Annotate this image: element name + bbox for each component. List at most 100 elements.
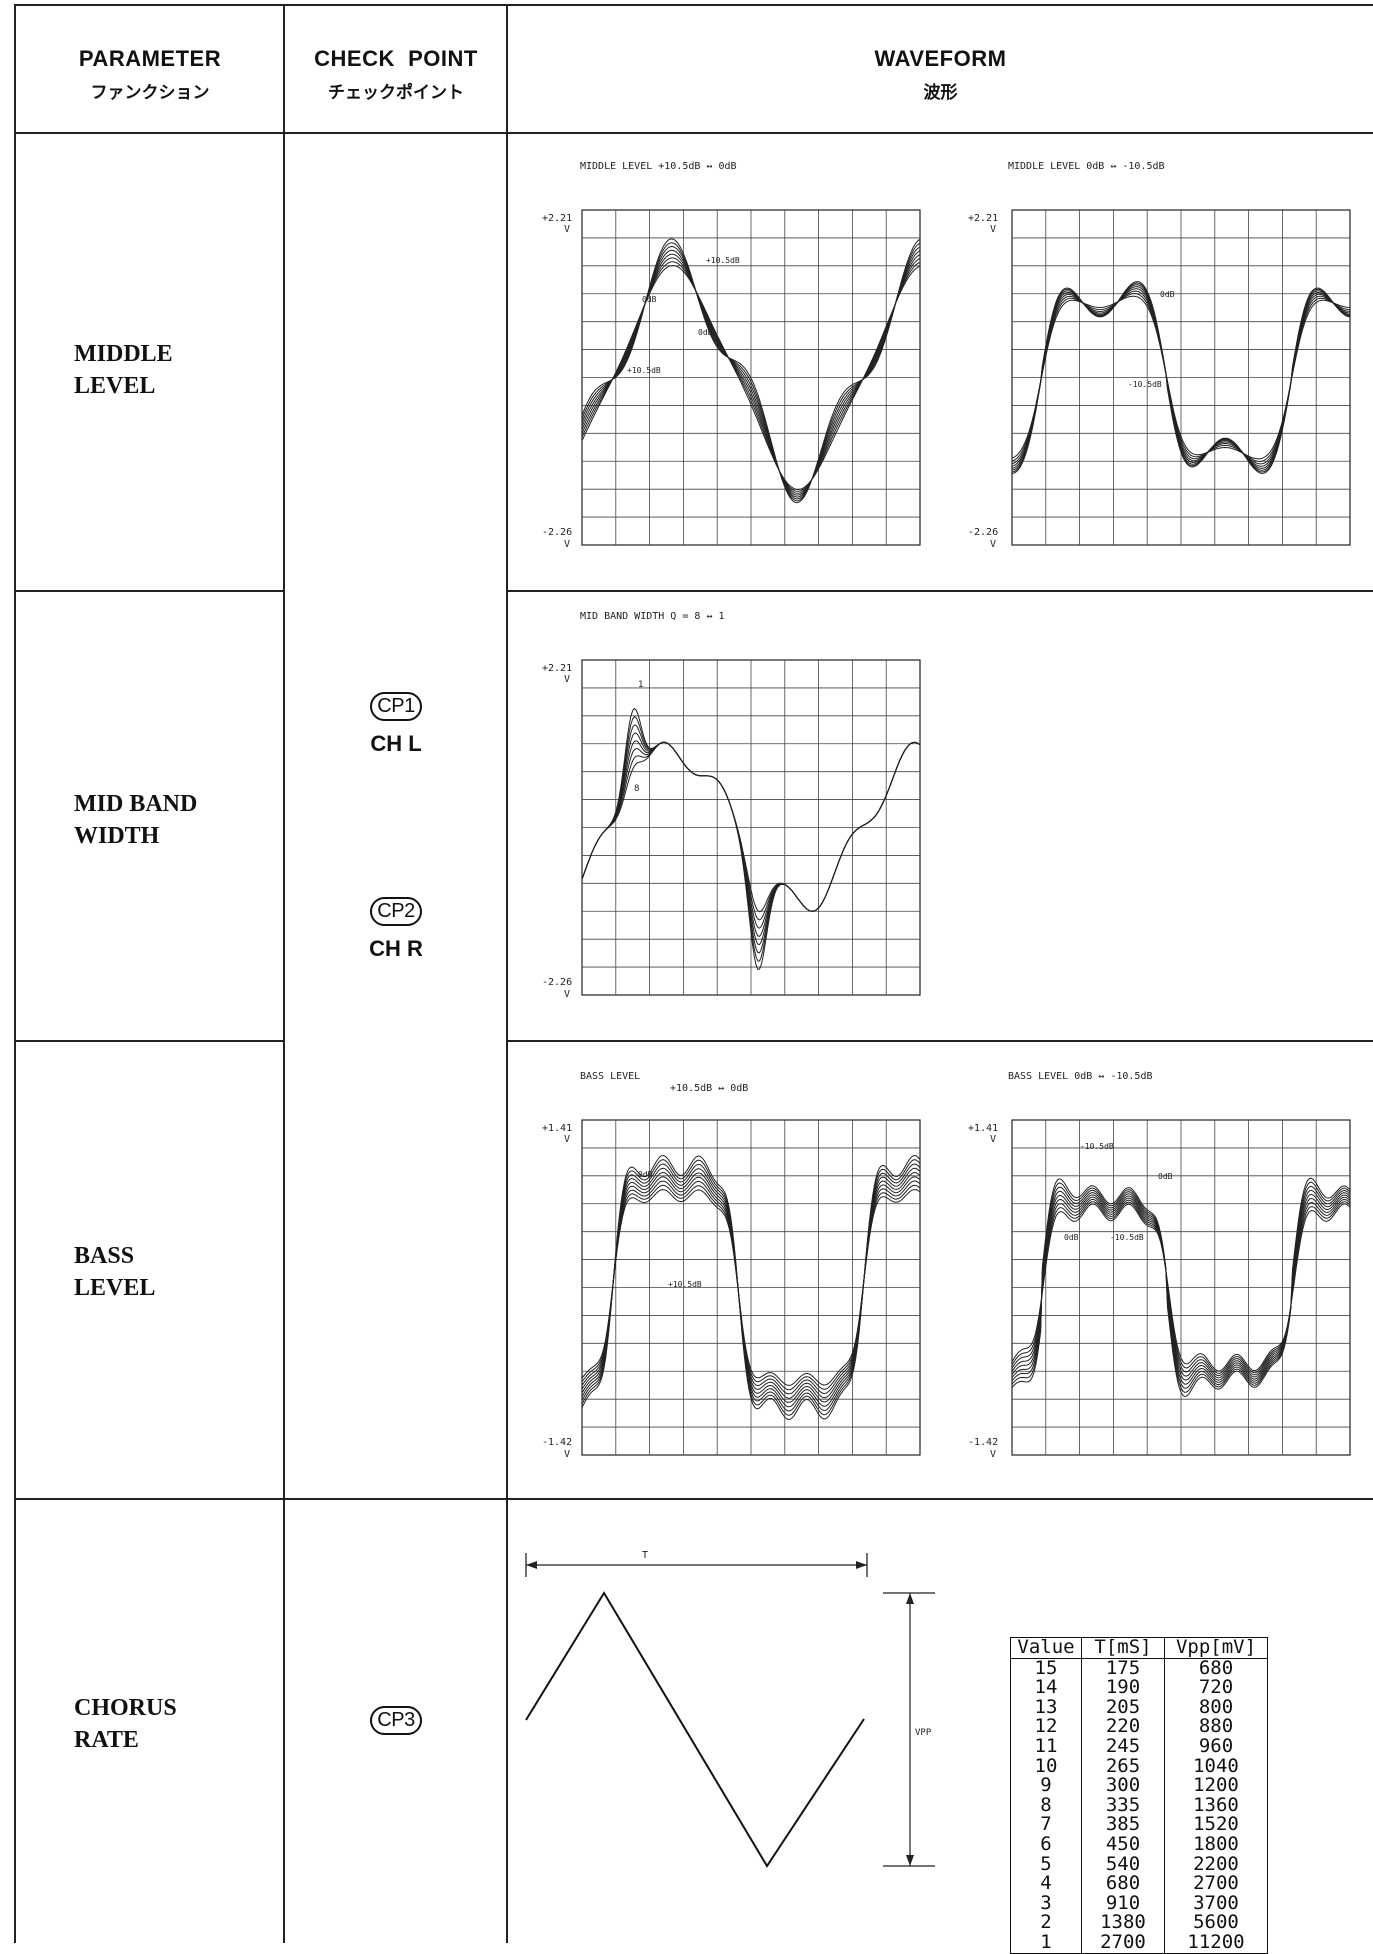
chorus-rate-table: Value T[mS] Vpp[mV] 15 175 680 14 190 720 13…	[1010, 1637, 1268, 1954]
triangle-wave	[525, 1591, 865, 1868]
y-bottom-unit: V	[564, 1449, 570, 1460]
table-header-row: Value T[mS] Vpp[mV]	[1010, 1637, 1268, 1659]
y-top-unit: V	[564, 224, 570, 235]
table-top-border	[14, 4, 1373, 6]
plot-middle-level-cut: MIDDLE LEVEL 0dB ↔ -10.5dB +2.21 V -2.26…	[968, 161, 1351, 550]
cell-vpp: 1520	[1164, 1815, 1268, 1835]
y-top-unit: V	[990, 224, 996, 235]
table-row: 11 245 960	[1010, 1736, 1268, 1757]
cell-t: 245	[1081, 1736, 1165, 1757]
waveform-header: WAVEFORM 波形	[508, 46, 1373, 103]
cell-value: 4	[1010, 1874, 1082, 1894]
table-row: 14 190 720	[1010, 1678, 1268, 1698]
cell-t: 335	[1081, 1795, 1165, 1816]
cell-vpp: 1040	[1164, 1756, 1268, 1777]
cell-vpp: 800	[1164, 1697, 1268, 1718]
table-row: 10 265 1040	[1010, 1756, 1268, 1777]
waveform-header-en: WAVEFORM	[874, 46, 1007, 71]
y-bottom-label: -1.42	[542, 1437, 572, 1448]
y-bottom-label: -2.26	[542, 977, 572, 988]
left-border	[14, 4, 16, 1943]
plot-title-2: +10.5dB ↔ 0dB	[670, 1083, 748, 1094]
param-middle-level: MIDDLE LEVEL	[74, 338, 173, 402]
cell-vpp: 2200	[1164, 1854, 1268, 1875]
plot-bass-level-boost: BASS LEVEL +10.5dB ↔ 0dB +1.41 V -1.42 V…	[542, 1071, 921, 1460]
param-chorus-rate: CHORUS RATE	[74, 1692, 177, 1756]
cell-vpp: 1360	[1164, 1795, 1268, 1816]
waveform-trace	[581, 741, 921, 913]
checkpoint-cp1: CP1 CH L	[285, 692, 507, 757]
cell-t: 680	[1081, 1874, 1165, 1894]
cp2-badge: CP2	[370, 897, 422, 926]
curve-label-2: 0dB	[1158, 1172, 1173, 1181]
y-bottom-unit: V	[990, 1449, 996, 1460]
curve-label-1: +10.5dB	[706, 256, 740, 265]
row-divider-1b	[506, 590, 1373, 592]
cell-t: 175	[1081, 1658, 1165, 1679]
cell-vpp: 1200	[1164, 1776, 1268, 1796]
y-bottom-label: -1.42	[968, 1437, 998, 1448]
table-row: 15 175 680	[1010, 1658, 1268, 1679]
cell-value: 14	[1010, 1678, 1082, 1698]
plot-grid	[1011, 209, 1351, 546]
curve-label-4: -10.5dB	[1110, 1233, 1144, 1242]
cell-t: 450	[1081, 1834, 1165, 1855]
cell-value: 11	[1010, 1736, 1082, 1757]
y-bottom-unit: V	[990, 539, 996, 550]
cell-value: 7	[1010, 1815, 1082, 1835]
table-row: 4 680 2700	[1010, 1874, 1268, 1894]
curve-label-1: 1	[638, 680, 643, 690]
plot-curves	[581, 1154, 921, 1421]
cell-value: 2	[1010, 1913, 1082, 1933]
param-chorus-rate-line2: RATE	[74, 1727, 139, 1753]
waveform-trace	[1011, 281, 1351, 474]
table-row: 8 335 1360	[1010, 1795, 1268, 1816]
cell-t: 190	[1081, 1678, 1165, 1698]
curve-label-2: +10.5dB	[668, 1280, 702, 1289]
table-row: 7 385 1520	[1010, 1815, 1268, 1835]
period-arrow-right	[856, 1561, 867, 1569]
plot-title: BASS LEVEL 0dB ↔ -10.5dB	[1008, 1071, 1153, 1082]
cell-t: 265	[1081, 1756, 1165, 1777]
param-mid-band-width-line1: MID BAND	[74, 791, 198, 817]
checkpoint-cp2: CP2 CH R	[285, 897, 507, 962]
cell-vpp: 880	[1164, 1717, 1268, 1737]
cell-value: 10	[1010, 1756, 1082, 1777]
table-row: 12 220 880	[1010, 1717, 1268, 1737]
y-top-unit: V	[564, 1134, 570, 1145]
waveform-trace	[581, 238, 921, 504]
curve-label-1: -10.5dB	[1080, 1142, 1114, 1151]
cell-vpp: 2700	[1164, 1874, 1268, 1894]
plot-curves	[1011, 1177, 1351, 1397]
param-middle-level-line1: MIDDLE	[74, 341, 173, 367]
table-row: 6 450 1800	[1010, 1834, 1268, 1855]
table-row: 13 205 800	[1010, 1697, 1268, 1718]
plot-bass-level-cut: BASS LEVEL 0dB ↔ -10.5dB +1.41 V -1.42 V…	[968, 1071, 1351, 1460]
cp3-badge: CP3	[370, 1706, 422, 1735]
period-arrow-left	[526, 1561, 537, 1569]
row-divider-2	[14, 1040, 284, 1042]
amp-arrow-top	[906, 1593, 914, 1604]
curve-label-4: +10.5dB	[627, 366, 661, 375]
header-bottom-border	[14, 132, 1373, 134]
plot-curves	[581, 707, 921, 970]
cell-t: 300	[1081, 1776, 1165, 1796]
table-row: 9 300 1200	[1010, 1776, 1268, 1796]
amp-label: VPP	[915, 1728, 932, 1738]
curve-label-2: -10.5dB	[1128, 380, 1162, 389]
row-divider-1	[14, 590, 284, 592]
y-top-unit: V	[990, 1134, 996, 1145]
y-top-label: +2.21	[542, 213, 572, 224]
y-bottom-unit: V	[564, 989, 570, 1000]
col-divider-1	[283, 4, 285, 1943]
cell-value: 13	[1010, 1697, 1082, 1718]
checkpoint-header-jp: チェックポイント	[328, 83, 464, 102]
cell-t: 1380	[1081, 1913, 1165, 1933]
y-top-label: +1.41	[542, 1123, 572, 1134]
cell-vpp: 720	[1164, 1678, 1268, 1698]
curve-label-2: 0dB	[642, 295, 657, 304]
cell-t: 385	[1081, 1815, 1165, 1835]
param-middle-level-line2: LEVEL	[74, 373, 156, 399]
plot-curves	[581, 238, 921, 504]
curve-label-1: 0dB	[1160, 290, 1175, 299]
